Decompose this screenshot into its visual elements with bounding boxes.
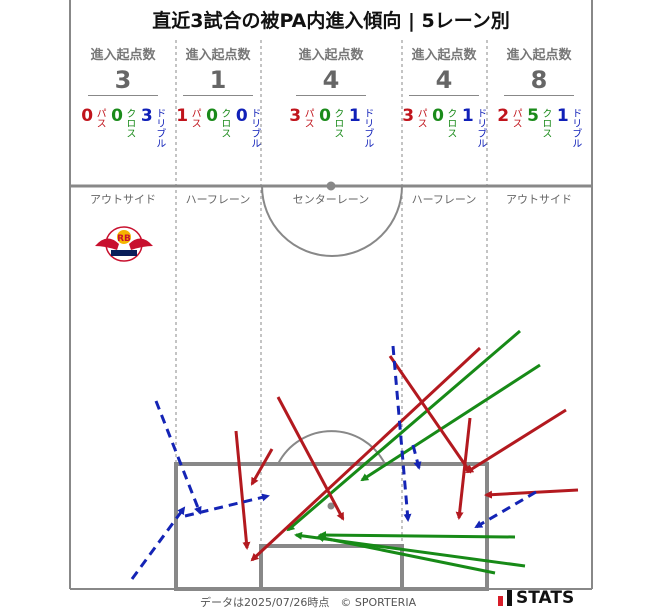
- dribble-label: ドリブル: [153, 108, 165, 148]
- lane-name-3: センターレーン: [292, 193, 370, 206]
- lane-header-2: 進入起点数 1: [173, 44, 263, 96]
- pass-arrow: [484, 488, 579, 499]
- pass-arrow: [250, 346, 482, 562]
- pass-arrow: [455, 417, 472, 520]
- dribble-count: 1: [461, 106, 474, 126]
- count-label: 進入起点数: [90, 48, 156, 63]
- lane-name-1: アウトサイド: [90, 193, 156, 206]
- cross-arrow: [286, 329, 521, 532]
- lane-header-1: 進入起点数 3: [78, 44, 168, 96]
- count-label: 進入起点数: [185, 48, 251, 63]
- footer-credit: データは2025/07/26時点 © SPORTERIA: [200, 596, 417, 609]
- lane-breakdown-3: 3 パス 0 クロス 1 ドリブル: [276, 106, 386, 148]
- pass-count: 3: [289, 106, 302, 126]
- cross-label: クロス: [331, 108, 343, 138]
- pass-count: 3: [402, 106, 415, 126]
- dribble-arrow: [411, 444, 422, 470]
- pitch-lines: [69, 0, 593, 591]
- pass-arrow: [465, 408, 567, 474]
- brand-logo: STATS: [498, 588, 574, 608]
- pass-arrow: [250, 448, 274, 486]
- dribble-count: 1: [556, 106, 569, 126]
- cross-label: クロス: [539, 108, 551, 138]
- cross-count: 0: [432, 106, 444, 126]
- cross-label: クロス: [218, 108, 230, 138]
- lane-breakdown-1: 0 パス 0 クロス 3 ドリブル: [68, 106, 178, 148]
- logo-text: RB: [117, 234, 131, 244]
- cross-count: 0: [111, 106, 123, 126]
- lane-name-5: アウトサイド: [506, 193, 572, 206]
- page-title: 直近3試合の被PA内進入傾向 | 5レーン別: [152, 10, 510, 32]
- cross-count: 5: [527, 106, 539, 126]
- count-label: 進入起点数: [411, 48, 477, 63]
- pass-label: パス: [415, 108, 427, 128]
- lane-total: 3: [114, 66, 132, 94]
- pass-count: 2: [497, 106, 510, 126]
- pass-label: パス: [189, 108, 201, 128]
- lane-header-3: 進入起点数 4: [286, 44, 376, 96]
- dribble-label: ドリブル: [361, 108, 373, 148]
- lane-breakdown-4: 3 パス 0 クロス 1 ドリブル: [389, 106, 499, 148]
- pass-count: 0: [81, 106, 94, 126]
- lane-name-4: ハーフレーン: [411, 193, 477, 206]
- count-label: 進入起点数: [298, 48, 364, 63]
- dribble-count: 0: [235, 106, 248, 126]
- lane-header-5: 進入起点数 8: [494, 44, 584, 96]
- count-label: 進入起点数: [506, 48, 572, 63]
- pass-label: パス: [510, 108, 522, 128]
- cross-arrow: [316, 534, 496, 575]
- cross-count: 0: [206, 106, 218, 126]
- cross-arrow: [360, 363, 541, 482]
- lane-breakdown-2: 1 パス 0 クロス 0 ドリブル: [163, 106, 273, 148]
- lane-total: 1: [209, 66, 227, 94]
- lane-name-2: ハーフレーン: [185, 193, 251, 206]
- dribble-label: ドリブル: [248, 108, 260, 148]
- lane-total: 4: [435, 66, 453, 94]
- cross-arrow: [318, 531, 516, 540]
- cross-label: クロス: [444, 108, 456, 138]
- pass-arrow: [276, 396, 345, 521]
- lane-header-4: 進入起点数 4: [399, 44, 489, 96]
- dribble-label: ドリブル: [474, 108, 486, 148]
- entry-arrows: [130, 329, 579, 580]
- brand-mark-icon: [498, 596, 503, 606]
- pass-arrow: [388, 355, 472, 474]
- dribble-label: ドリブル: [569, 108, 581, 148]
- pass-label: パス: [302, 108, 314, 128]
- dribble-arrow: [474, 490, 537, 529]
- pass-arrow: [234, 430, 251, 550]
- brand-text: STATS: [516, 588, 575, 608]
- pass-label: パス: [94, 108, 106, 128]
- cross-count: 0: [319, 106, 331, 126]
- cross-label: クロス: [123, 108, 135, 138]
- pass-count: 1: [176, 106, 189, 126]
- dribble-arrow: [154, 400, 202, 515]
- dribble-count: 3: [140, 106, 153, 126]
- dribble-count: 1: [348, 106, 361, 126]
- lane-total: 8: [530, 66, 548, 94]
- lane-breakdown-5: 2 パス 5 クロス 1 ドリブル: [484, 106, 594, 148]
- rb-bulls-crest-icon: RB: [95, 226, 153, 262]
- lane-total: 4: [322, 66, 340, 94]
